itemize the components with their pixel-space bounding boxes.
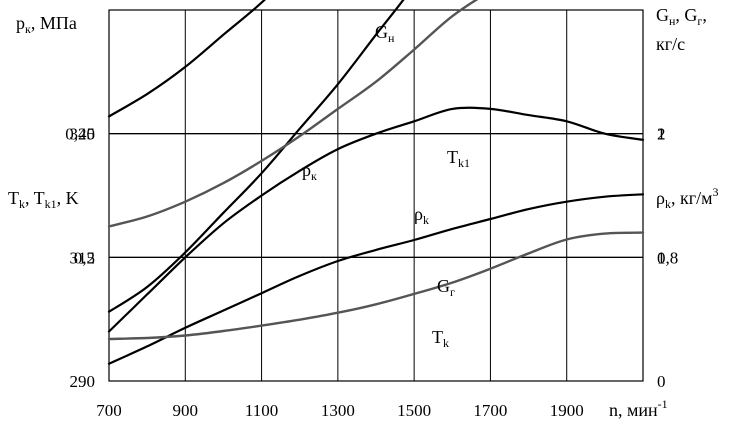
series-line-5 [107,231,645,341]
right-bottom-tick-label: 0 [657,372,666,391]
series-layer [107,0,645,365]
x-tick-label: 1300 [321,401,355,420]
right-bottom-tick-label: 1 [657,248,666,267]
x-axis-label: n, мин-1 [609,397,668,420]
series-line-1 [107,0,405,313]
right-bottom-axis-label: ρk, кг/м3 [656,185,719,211]
right-top-axis-label: Gн, Gг, [656,5,707,28]
right-top-tick-label: 0,8 [657,248,678,267]
x-tick-label: 1500 [397,401,431,420]
right-top-tick-label: 1 [657,125,666,144]
series-line-0 [107,106,645,333]
series-label-p-k: pк [302,160,317,183]
series-label-rho-k: ρk [414,204,429,227]
series-line-3 [107,0,479,228]
left-bottom-tick-label: 290 [70,372,96,391]
series-line-2 [107,0,267,118]
left-top-tick-label: 0,2 [74,248,95,267]
left-bottom-tick-label: 315 [70,248,96,267]
left-top-axis-label: pк, МПа [16,13,77,36]
right-top-axis-unit: кг/с [656,34,685,54]
left-bottom-axis-label: Tk, Tk1, K [8,188,79,211]
x-tick-label: 1100 [245,401,278,420]
left-bottom-tick-label: 340 [70,125,96,144]
x-tick-label: 900 [173,401,199,420]
x-tick-label: 1900 [550,401,584,420]
series-label-g-g: Gг [437,276,455,299]
series-label-g-n: Gн [375,22,395,45]
series-label-t-k1: Tk1 [447,147,470,170]
x-tick-label: 700 [96,401,122,420]
left-top-tick-label: 0,25 [65,125,95,144]
series-label-t-k: Tk [432,327,449,350]
plot-frame [108,9,644,382]
series-line-4 [107,193,645,365]
tick-labels: 700 900 1100 1300 1500 1700 1900 0,25 0,2 340 315 2… [65,125,678,420]
x-tick-label: 1700 [473,401,507,420]
right-bottom-tick-label: 2 [657,125,666,144]
